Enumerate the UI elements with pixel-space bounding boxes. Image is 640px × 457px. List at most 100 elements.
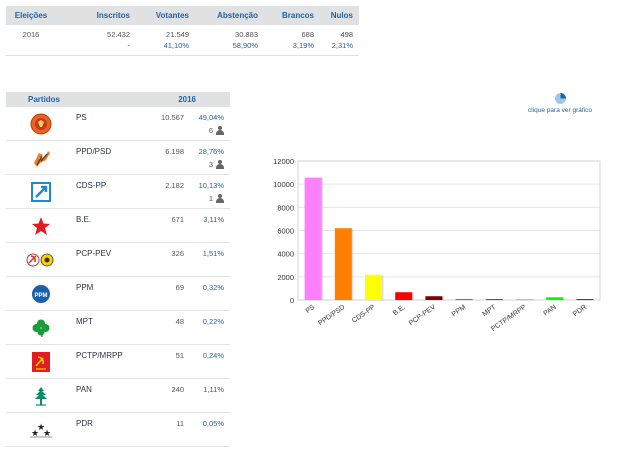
summary-pct-cell: 2,31% xyxy=(331,41,353,50)
summary-header-cell: Votantes xyxy=(155,11,189,20)
svg-text:PPM: PPM xyxy=(34,293,47,299)
person-icon xyxy=(216,126,224,135)
party-row: B.E. 671 3,11% xyxy=(6,209,230,243)
party-row: CDS-PP 2.182 10,13% 1 xyxy=(6,175,230,209)
be-star-icon xyxy=(6,209,76,242)
x-tick-label: B.E. xyxy=(392,304,407,317)
summary-pct-cell: 3,19% xyxy=(292,41,314,50)
summary-header-cell: Nulos xyxy=(330,11,353,20)
party-votes: 11 xyxy=(176,419,184,428)
bar xyxy=(365,274,382,300)
y-tick-label: 8000 xyxy=(277,203,294,212)
svg-text:★: ★ xyxy=(31,428,39,438)
x-tick-label: PPD/PSD xyxy=(317,304,346,327)
x-tick-label: PCP-PEV xyxy=(408,304,437,328)
bar xyxy=(455,299,473,300)
y-tick-label: 10000 xyxy=(273,180,294,189)
summary-pct-cell: 58,90% xyxy=(232,41,258,50)
party-name: PCTP/MRPP xyxy=(76,351,123,360)
party-row: MPT 48 0,22% xyxy=(6,311,230,345)
summary-cell: 21.549 xyxy=(166,30,189,39)
x-tick-label: PDR xyxy=(572,304,588,318)
view-chart-label[interactable]: clique para ver gráfico xyxy=(528,107,592,114)
svg-text:★: ★ xyxy=(43,428,51,438)
party-name: CDS-PP xyxy=(76,181,107,190)
bar xyxy=(304,177,322,300)
summary-pct-cell: - xyxy=(127,41,131,50)
x-tick-label: MPT xyxy=(481,303,498,318)
summary-divider xyxy=(6,55,359,56)
y-tick-label: 0 xyxy=(290,296,294,305)
party-votes: 240 xyxy=(171,385,184,394)
summary-header-cell: Abstenção xyxy=(217,11,258,20)
summary-cell: 2016 xyxy=(22,30,40,39)
party-row: PS 10.567 49,04% 6 xyxy=(6,107,230,141)
parties-table: Partidos 2016 PS 10.567 49,04% 6 PPD/PSD… xyxy=(6,92,230,447)
party-name: PDR xyxy=(76,419,93,428)
y-tick-label: 12000 xyxy=(273,157,294,166)
bar xyxy=(334,228,352,300)
party-name: PS xyxy=(76,113,87,122)
plot-frame xyxy=(297,160,601,301)
parties-header-year: 2016 xyxy=(178,95,196,104)
party-votes: 10.567 xyxy=(161,113,184,122)
pan-tree-icon xyxy=(6,379,76,412)
cds-logo-icon xyxy=(6,175,76,208)
party-name: PPM xyxy=(76,283,94,292)
mpt-clover-icon xyxy=(6,311,76,344)
summary-cell: 52.432 xyxy=(107,30,130,39)
party-votes: 69 xyxy=(175,283,184,292)
party-row: PPD/PSD 6.198 28,76% 3 xyxy=(6,141,230,175)
party-row: PCP-PEV 326 1,51% xyxy=(6,243,230,277)
parties-header-name: Partidos xyxy=(28,95,61,104)
party-pct: 3,11% xyxy=(203,215,224,224)
party-pct: 49,04% xyxy=(198,113,224,122)
party-pct: 28,76% xyxy=(198,147,224,156)
party-pct: 0,05% xyxy=(202,419,224,428)
y-tick-label: 4000 xyxy=(277,250,294,259)
summary-cell: 688 xyxy=(301,30,314,39)
x-tick-label: CDS-PP xyxy=(351,304,377,325)
summary-table: Eleições Inscritos Votantes Abstenção Br… xyxy=(6,6,359,56)
party-votes: 326 xyxy=(171,249,184,258)
party-votes: 671 xyxy=(171,215,184,224)
summary-values-row: 2016 52.432 21.549 30.883 688 498 xyxy=(6,29,359,40)
parties-header: Partidos 2016 xyxy=(6,92,230,107)
party-pct: 0,32% xyxy=(202,283,224,292)
party-row: PCTP/MRPP 51 0,24% xyxy=(6,345,230,379)
summary-pct-row: - 41,10% 58,90% 3,19% 2,31% xyxy=(6,40,359,51)
y-tick-label: 6000 xyxy=(277,227,294,236)
person-icon xyxy=(216,160,224,169)
view-chart-link[interactable]: clique para ver gráfico xyxy=(520,93,600,114)
summary-cell: 30.883 xyxy=(235,30,258,39)
party-pct: 0,22% xyxy=(202,317,224,326)
bar xyxy=(395,292,413,300)
pdr-stars-icon: ★ ★ ★ xyxy=(6,413,76,446)
party-pct: 0,24% xyxy=(202,351,224,360)
party-seats: 6 xyxy=(209,126,224,135)
bar xyxy=(425,296,443,300)
bar xyxy=(516,299,533,300)
summary-header-cell: Inscritos xyxy=(96,11,130,20)
party-votes: 51 xyxy=(175,351,184,360)
party-seats-count: 6 xyxy=(208,126,213,135)
x-tick-label: PAN xyxy=(542,304,557,318)
votes-bar-chart: 0 2000 4000 6000 8000 10000 12000 PS PPD/PSD CDS-… xyxy=(260,150,610,340)
party-name: PPD/PSD xyxy=(76,147,112,156)
psd-logo-icon xyxy=(6,141,76,174)
bar xyxy=(546,297,564,300)
party-pct: 1,51% xyxy=(202,249,224,258)
bar xyxy=(576,299,594,300)
x-tick-label: PPM xyxy=(451,304,468,319)
summary-header-cell: Brancos xyxy=(281,11,314,20)
summary-header-cell: Eleições xyxy=(14,11,48,20)
party-votes: 6.198 xyxy=(165,147,184,156)
party-name: PCP-PEV xyxy=(76,249,112,258)
bar xyxy=(485,299,503,300)
party-pct: 1,11% xyxy=(203,385,224,394)
x-tick-label: PS xyxy=(305,304,317,315)
summary-cell: 498 xyxy=(340,30,353,39)
ppm-logo-icon: PPM xyxy=(6,277,76,310)
party-row: PAN 240 1,11% xyxy=(6,379,230,413)
pie-chart-icon[interactable] xyxy=(554,93,566,104)
